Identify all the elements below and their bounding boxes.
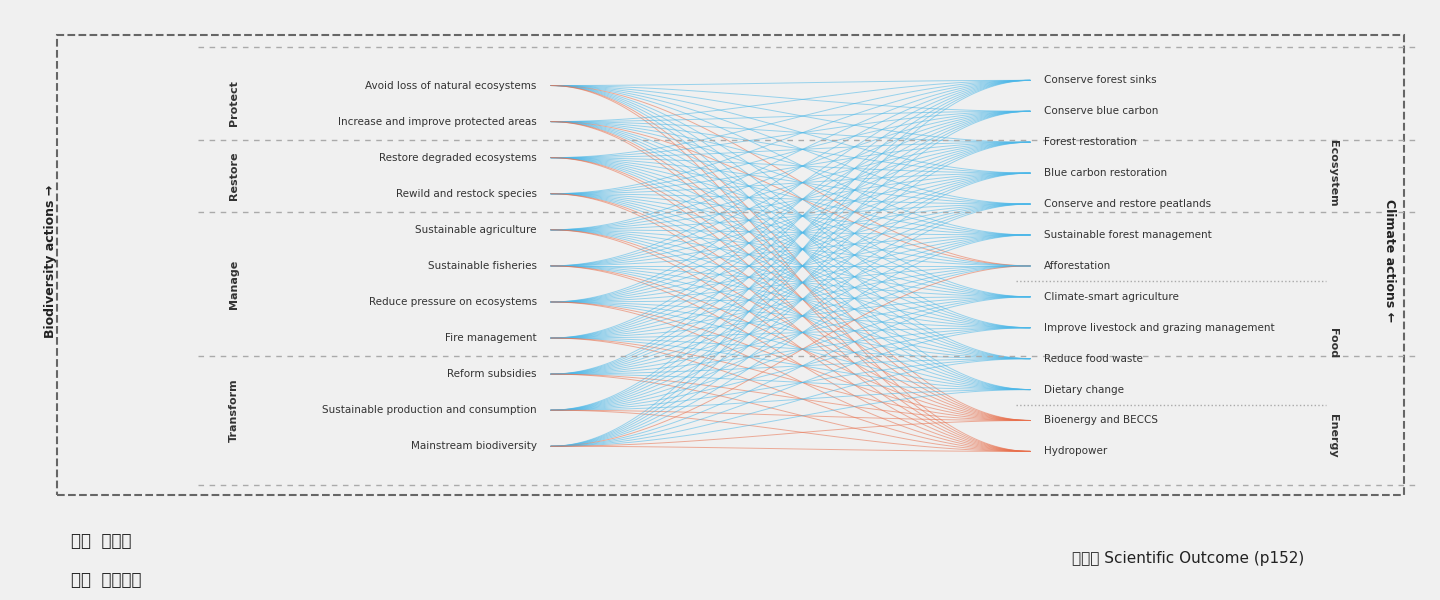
- Text: Transform: Transform: [229, 379, 239, 442]
- Text: Increase and improve protected areas: Increase and improve protected areas: [338, 116, 537, 127]
- Text: Hydropower: Hydropower: [1044, 446, 1107, 457]
- Text: Ecosystem: Ecosystem: [1328, 140, 1338, 206]
- Text: 引用： Scientific Outcome (p152): 引用： Scientific Outcome (p152): [1073, 551, 1305, 566]
- Text: Reform subsidies: Reform subsidies: [448, 369, 537, 379]
- Text: Blue carbon restoration: Blue carbon restoration: [1044, 168, 1168, 178]
- Text: Dietary change: Dietary change: [1044, 385, 1125, 395]
- Text: Food: Food: [1328, 328, 1338, 358]
- Text: Conserve blue carbon: Conserve blue carbon: [1044, 106, 1159, 116]
- Text: Sustainable production and consumption: Sustainable production and consumption: [323, 405, 537, 415]
- Text: Rewild and restock species: Rewild and restock species: [396, 189, 537, 199]
- Text: Reduce pressure on ecosystems: Reduce pressure on ecosystems: [369, 297, 537, 307]
- Text: Avoid loss of natural ecosystems: Avoid loss of natural ecosystems: [366, 80, 537, 91]
- Text: Climate-smart agriculture: Climate-smart agriculture: [1044, 292, 1179, 302]
- Text: Mainstream biodiversity: Mainstream biodiversity: [410, 441, 537, 451]
- Text: Afforestation: Afforestation: [1044, 261, 1112, 271]
- Text: Sustainable agriculture: Sustainable agriculture: [415, 225, 537, 235]
- Text: Conserve forest sinks: Conserve forest sinks: [1044, 76, 1156, 85]
- Text: Climate actions ←: Climate actions ←: [1384, 199, 1397, 323]
- Text: Forest restoration: Forest restoration: [1044, 137, 1138, 147]
- Text: Biodiversity actions →: Biodiversity actions →: [43, 184, 56, 338]
- Text: Restore: Restore: [229, 151, 239, 200]
- Text: Fire management: Fire management: [445, 333, 537, 343]
- Text: Restore degraded ecosystems: Restore degraded ecosystems: [379, 152, 537, 163]
- Text: Sustainable fisheries: Sustainable fisheries: [428, 261, 537, 271]
- Text: Manage: Manage: [229, 259, 239, 308]
- Text: Energy: Energy: [1328, 414, 1338, 458]
- Text: 赤：  マイナス: 赤： マイナス: [72, 571, 143, 589]
- Text: Bioenergy and BECCS: Bioenergy and BECCS: [1044, 415, 1158, 425]
- Text: Sustainable forest management: Sustainable forest management: [1044, 230, 1212, 240]
- Text: Conserve and restore peatlands: Conserve and restore peatlands: [1044, 199, 1211, 209]
- Text: Reduce food waste: Reduce food waste: [1044, 353, 1143, 364]
- Text: 青：  プラス: 青： プラス: [72, 532, 132, 550]
- Text: Improve livestock and grazing management: Improve livestock and grazing management: [1044, 323, 1274, 333]
- Text: Protect: Protect: [229, 80, 239, 127]
